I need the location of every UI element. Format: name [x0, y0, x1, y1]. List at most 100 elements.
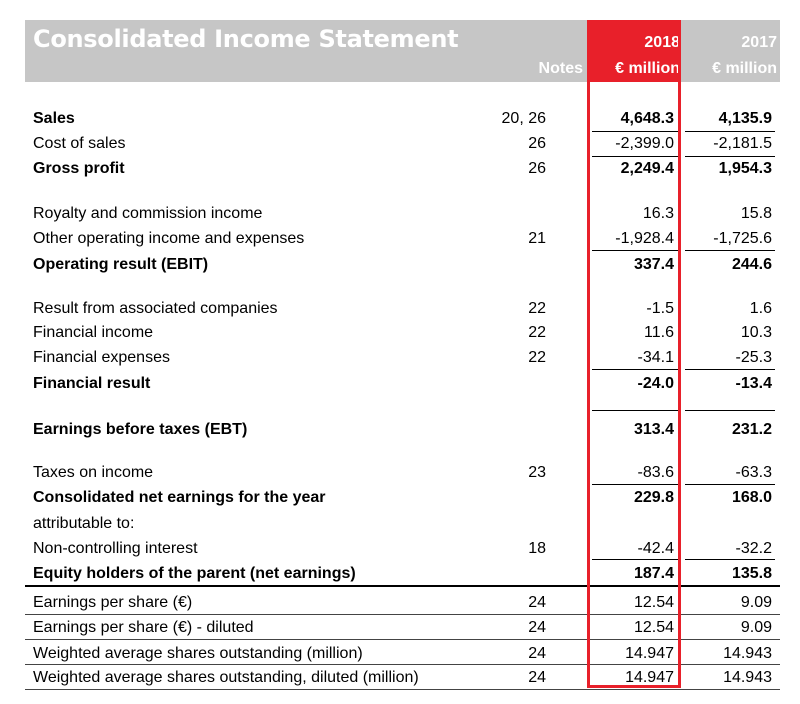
value-2017: 10.3	[740, 324, 772, 341]
year-2017-header: 2017	[741, 34, 777, 51]
row-label: Equity holders of the parent (net earnin…	[33, 565, 356, 582]
row-note: 22	[528, 300, 546, 317]
row-label: attributable to:	[33, 515, 135, 532]
table-row: Financial income 22 11.6 10.3	[0, 322, 800, 346]
table-row: Result from associated companies 22 -1.5…	[0, 298, 800, 322]
row-note: 18	[528, 540, 546, 557]
row-label: Result from associated companies	[33, 300, 278, 317]
row-label: Cost of sales	[33, 135, 126, 152]
row-note: 23	[528, 464, 546, 481]
table-row: Financial expenses 22 -34.1 -25.3	[0, 347, 800, 371]
value-2017: -13.4	[735, 375, 772, 392]
value-2018: 187.4	[633, 565, 674, 582]
table-row: Taxes on income 23 -83.6 -63.3	[0, 462, 800, 486]
unit-2017-header: € million	[712, 60, 777, 77]
row-note: 21	[528, 230, 546, 247]
value-2017: 14.943	[723, 669, 772, 686]
row-label: Royalty and commission income	[33, 205, 263, 222]
unit-2018-header: € million	[615, 60, 680, 77]
value-2017: -32.2	[735, 540, 772, 557]
value-2018: 4,648.3	[620, 110, 674, 127]
row-label: Operating result (EBIT)	[33, 256, 209, 273]
row-label: Gross profit	[33, 160, 125, 177]
value-2017: -25.3	[735, 349, 772, 366]
row-note: 24	[528, 669, 546, 686]
value-2018: 14.947	[625, 669, 674, 686]
table-row: Cost of sales 26 -2,399.0 -2,181.5	[0, 133, 800, 157]
page-title: Consolidated Income Statement	[33, 25, 459, 53]
highlight-column-header	[587, 20, 681, 82]
highlight-column-frame	[587, 20, 681, 688]
rule-line	[592, 250, 678, 251]
section-rule	[25, 585, 780, 587]
value-2018: -42.4	[637, 540, 674, 557]
row-note: 22	[528, 324, 546, 341]
row-note: 24	[528, 594, 546, 611]
row-label: Earnings per share (€)	[33, 594, 193, 611]
rule-line	[592, 131, 678, 132]
rule-line	[592, 410, 678, 411]
row-label: Financial result	[33, 375, 151, 392]
table-row: Equity holders of the parent (net earnin…	[0, 563, 800, 587]
row-label: Financial income	[33, 324, 154, 341]
row-label: Weighted average shares outstanding, dil…	[33, 669, 419, 686]
notes-header: Notes	[538, 60, 583, 77]
value-2017: -1,725.6	[713, 230, 772, 247]
value-2017: 9.09	[740, 619, 772, 636]
rule-line	[685, 131, 775, 132]
rule-line	[685, 250, 775, 251]
table-row: Gross profit 26 2,249.4 1,954.3	[0, 158, 800, 182]
value-2018: -1,928.4	[615, 230, 674, 247]
value-2017: 135.8	[731, 565, 772, 582]
row-label: Weighted average shares outstanding (mil…	[33, 645, 363, 662]
row-note: 22	[528, 349, 546, 366]
table-row: Weighted average shares outstanding (mil…	[0, 643, 800, 667]
row-note: 26	[528, 135, 546, 152]
row-note: 20, 26	[501, 110, 546, 127]
table-row: Other operating income and expenses 21 -…	[0, 228, 800, 252]
row-divider	[25, 689, 780, 690]
value-2018: 16.3	[642, 205, 674, 222]
row-label: Earnings per share (€) - diluted	[33, 619, 254, 636]
row-divider	[25, 614, 780, 615]
row-divider	[25, 639, 780, 640]
value-2018: -83.6	[637, 464, 674, 481]
value-2017: 1.6	[749, 300, 772, 317]
table-row: Consolidated net earnings for the year 2…	[0, 487, 800, 511]
value-2017: 15.8	[740, 205, 772, 222]
value-2018: -1.5	[646, 300, 674, 317]
row-label: Financial expenses	[33, 349, 170, 366]
rule-line	[592, 559, 678, 560]
value-2017: 4,135.9	[718, 110, 772, 127]
rule-line	[592, 156, 678, 157]
table-row: Weighted average shares outstanding, dil…	[0, 667, 800, 691]
row-label: Sales	[33, 110, 75, 127]
value-2017: 14.943	[723, 645, 772, 662]
value-2017: -63.3	[735, 464, 772, 481]
rule-line	[592, 484, 678, 485]
row-label: Consolidated net earnings for the year	[33, 489, 326, 506]
value-2018: 11.6	[644, 324, 674, 341]
row-label: Taxes on income	[33, 464, 154, 481]
row-note: 24	[528, 619, 546, 636]
rule-line	[685, 410, 775, 411]
value-2018: -24.0	[637, 375, 674, 392]
value-2018: 313.4	[633, 421, 674, 438]
table-row: Earnings per share (€) 24 12.54 9.09	[0, 592, 800, 616]
row-label: Other operating income and expenses	[33, 230, 305, 247]
rule-line	[592, 369, 678, 370]
value-2018: 14.947	[625, 645, 674, 662]
row-label: Earnings before taxes (EBT)	[33, 421, 248, 438]
row-note: 26	[528, 160, 546, 177]
row-label: Non-controlling interest	[33, 540, 198, 557]
value-2017: 168.0	[731, 489, 772, 506]
row-divider	[25, 664, 780, 665]
value-2017: 9.09	[740, 594, 772, 611]
table-row: Operating result (EBIT) 337.4 244.6	[0, 254, 800, 278]
value-2017: 1,954.3	[718, 160, 772, 177]
table-row: Earnings per share (€) - diluted 24 12.5…	[0, 617, 800, 641]
rule-line	[685, 484, 775, 485]
table-row: Earnings before taxes (EBT) 313.4 231.2	[0, 419, 800, 443]
value-2018: -2,399.0	[615, 135, 674, 152]
value-2018: 337.4	[633, 256, 674, 273]
